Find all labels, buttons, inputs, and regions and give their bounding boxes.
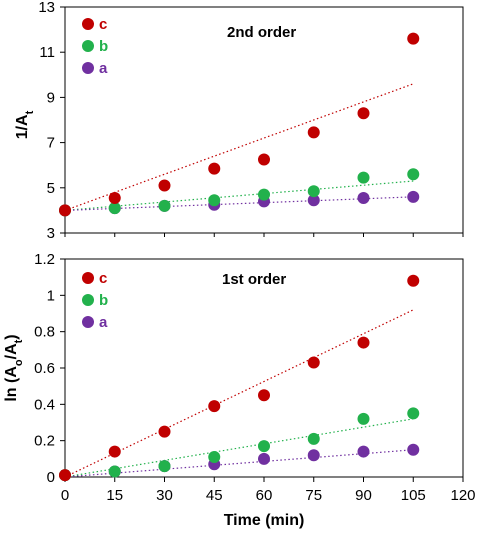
y-tick-label: 0.8 xyxy=(34,324,55,341)
point-b xyxy=(108,202,121,215)
trendlines-2nd-order xyxy=(64,83,414,211)
y-axis-title-end: ) xyxy=(3,334,20,339)
y-tick-label: 0.2 xyxy=(34,433,55,450)
point-c xyxy=(357,336,370,349)
y-tick-label: 0.4 xyxy=(34,396,55,413)
panel-title-2nd-order: 2nd order xyxy=(227,24,296,41)
point-c xyxy=(357,107,370,120)
trendlines-1st-order xyxy=(64,309,414,478)
y-axis-title-2nd-order: 1/At xyxy=(14,110,36,139)
point-c xyxy=(59,469,71,482)
points-2nd-order xyxy=(59,32,420,217)
x-tick-label: 105 xyxy=(401,487,426,504)
y-tick-label: 3 xyxy=(47,225,55,242)
legend-label-c: c xyxy=(99,270,107,287)
point-c xyxy=(208,162,221,175)
y-axis-title-subscript: t xyxy=(24,110,36,114)
point-b xyxy=(158,199,171,212)
point-b xyxy=(158,460,171,473)
y-axis-title-main: ln (A xyxy=(3,366,20,402)
legend-label-b: b xyxy=(99,292,108,309)
x-axis-title: Time (min) xyxy=(224,512,305,529)
y-tick-label: 13 xyxy=(38,0,55,16)
y-tick-label: 0.6 xyxy=(34,360,55,377)
x-tick-label: 120 xyxy=(450,487,475,504)
legend-label-a: a xyxy=(99,314,108,331)
legend-marker-a xyxy=(82,62,94,74)
point-b xyxy=(407,407,420,420)
trendline-c xyxy=(64,309,414,478)
x-tick-label: 0 xyxy=(61,487,69,504)
legend-label-c: c xyxy=(99,16,107,33)
y-axis-title-main: 1/A xyxy=(14,114,31,139)
point-c xyxy=(158,425,171,438)
point-a xyxy=(258,452,270,465)
y-axis-title-mid: /A xyxy=(3,343,20,359)
point-b xyxy=(258,188,270,201)
point-a xyxy=(407,443,420,456)
legend-marker-a xyxy=(82,316,94,328)
legend-1st-order: cba xyxy=(82,270,108,331)
point-b xyxy=(258,440,270,453)
x-tick-label: 75 xyxy=(305,487,322,504)
legend-label-b: b xyxy=(99,38,108,55)
trendline-b xyxy=(64,418,414,478)
point-c xyxy=(208,400,221,413)
y-tick-label: 0 xyxy=(47,469,55,486)
legend-marker-b xyxy=(82,294,94,306)
points-1st-order xyxy=(59,274,420,482)
point-b xyxy=(108,465,121,478)
point-b xyxy=(307,185,320,198)
point-c xyxy=(158,179,171,192)
point-a xyxy=(307,194,320,207)
legend-marker-c xyxy=(82,18,94,30)
point-a xyxy=(407,190,420,203)
point-c xyxy=(108,445,121,458)
point-c xyxy=(407,274,420,287)
y-tick-label: 7 xyxy=(47,135,55,152)
point-a xyxy=(357,191,370,204)
point-b xyxy=(407,168,420,181)
point-b xyxy=(208,451,221,464)
point-c xyxy=(258,153,270,166)
point-a xyxy=(307,449,320,462)
point-c xyxy=(307,356,320,369)
y-axis-title-subscript-t: t xyxy=(13,339,25,343)
panel-title-1st-order: 1st order xyxy=(222,271,286,288)
y-ticks-2nd-order: 3 5 7 9 11 13 xyxy=(38,0,464,242)
point-c xyxy=(407,32,420,45)
trendline-c xyxy=(64,83,414,211)
point-b xyxy=(357,412,370,425)
x-tick-label: 60 xyxy=(256,487,273,504)
point-b xyxy=(208,194,221,207)
point-c xyxy=(108,191,121,204)
x-tick-label: 90 xyxy=(355,487,372,504)
point-c xyxy=(307,126,320,139)
point-b xyxy=(357,171,370,184)
y-tick-label: 1.2 xyxy=(34,251,55,268)
y-tick-label: 5 xyxy=(47,180,55,197)
x-tick-label: 15 xyxy=(106,487,123,504)
x-tick-label: 30 xyxy=(156,487,173,504)
panel-1st-order: 1st order ln (Ao/At) 0 0.2 0.4 0.6 0.8 1 1.2 0… xyxy=(3,251,476,529)
panel-2nd-order: 2nd order 1/At 3 5 7 9 11 13 cba xyxy=(14,0,464,242)
point-c xyxy=(59,204,71,217)
legend-label-a: a xyxy=(99,60,108,77)
legend-marker-b xyxy=(82,40,94,52)
x-ticks-1st-order: 0 15 30 45 60 75 90 105 120 xyxy=(61,477,476,504)
y-tick-label: 9 xyxy=(47,89,55,106)
point-a xyxy=(357,445,370,458)
point-b xyxy=(307,432,320,445)
x-tick-label: 45 xyxy=(206,487,223,504)
legend-2nd-order: cba xyxy=(82,16,108,77)
y-tick-label: 1 xyxy=(47,287,55,304)
point-c xyxy=(258,389,270,402)
y-tick-label: 11 xyxy=(39,44,55,61)
y-axis-title-1st-order: ln (Ao/At) xyxy=(3,334,25,401)
legend-marker-c xyxy=(82,272,94,284)
y-axis-title-subscript-o: o xyxy=(13,359,25,366)
y-ticks-1st-order: 0 0.2 0.4 0.6 0.8 1 1.2 xyxy=(34,251,65,486)
